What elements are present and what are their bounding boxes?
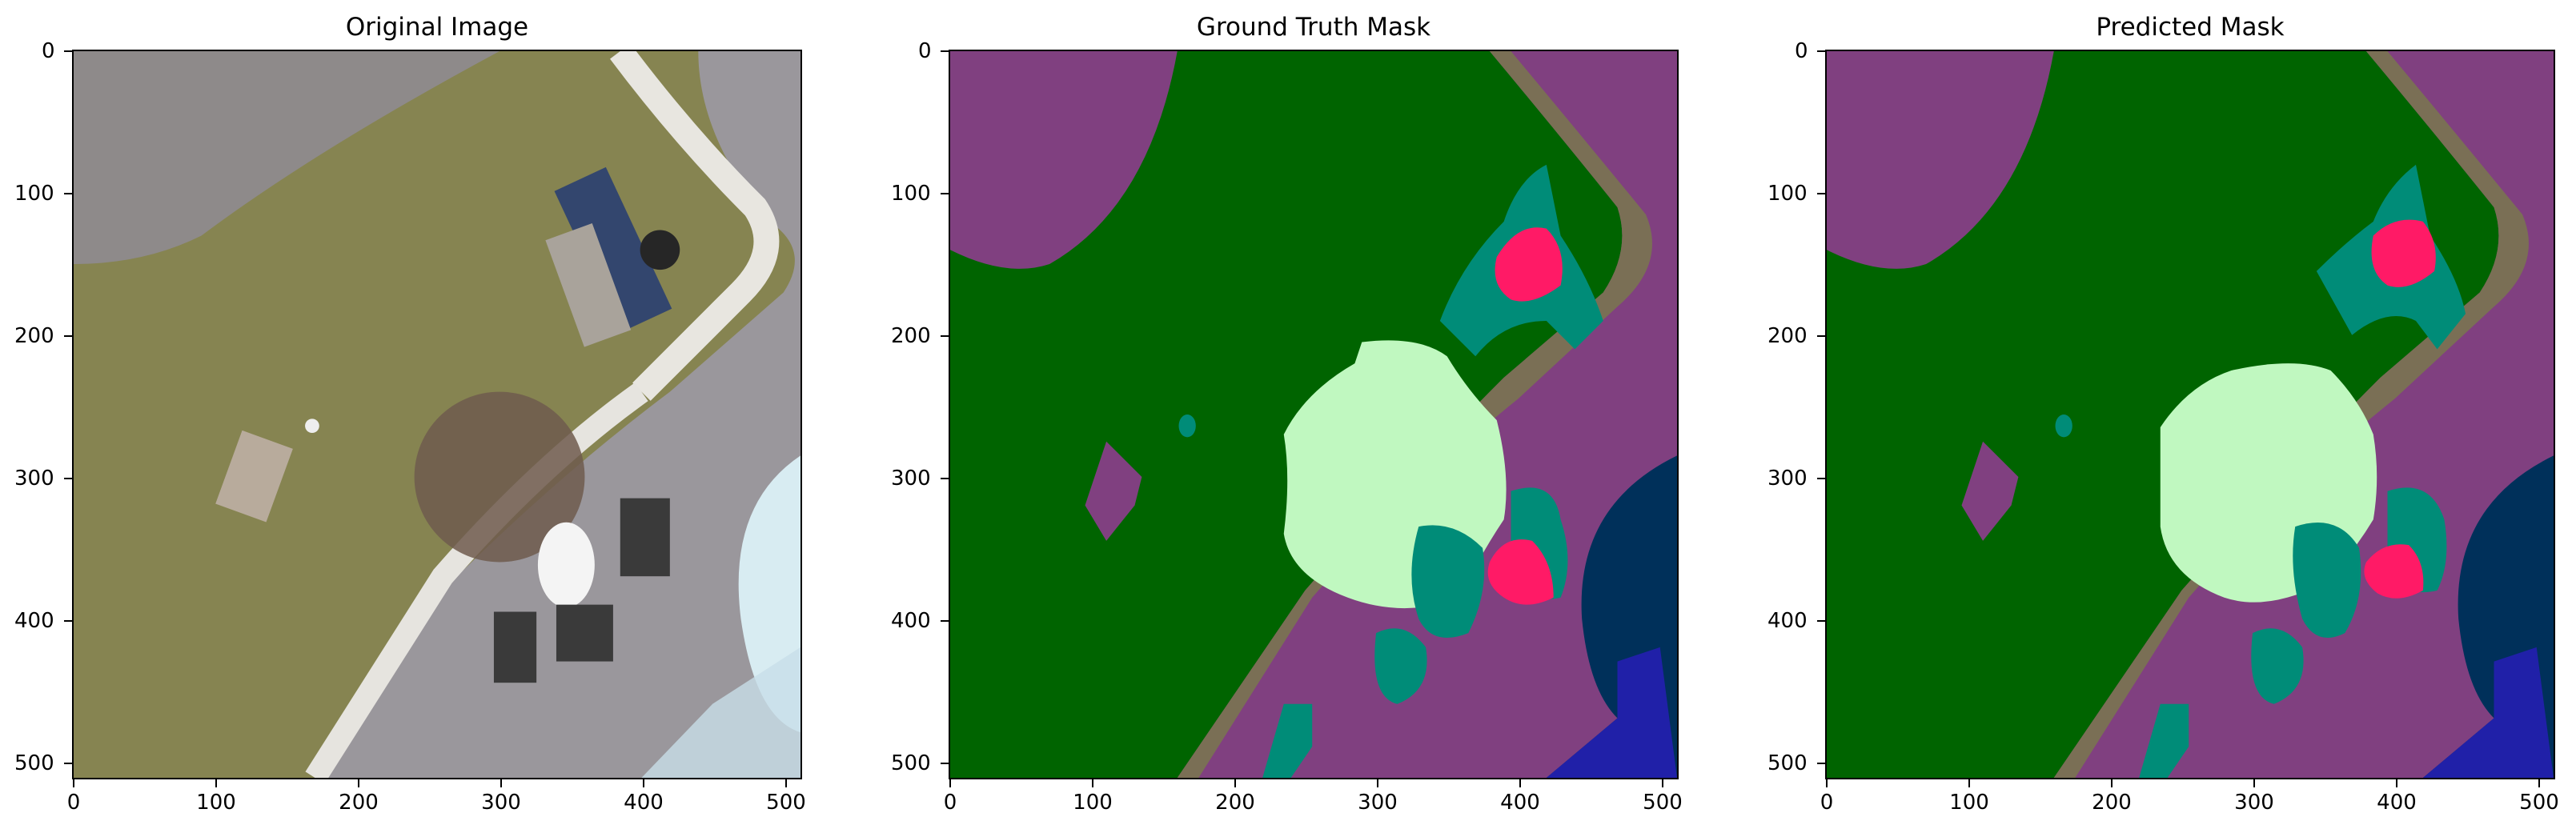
y-tick-label: 200: [14, 324, 54, 348]
y-tick-label: 0: [918, 39, 932, 63]
image-axes: [72, 50, 802, 779]
y-tick-label: 500: [1767, 751, 1808, 775]
x-tick-label: 500: [1643, 791, 1683, 815]
x-tick-label: 100: [196, 791, 236, 815]
mask-axes: [1825, 50, 2555, 779]
x-tick-label: 500: [2519, 791, 2559, 815]
y-tick-label: 300: [1767, 467, 1808, 491]
y-tick-label: 400: [1767, 609, 1808, 633]
y-tick-label: 0: [42, 39, 55, 63]
panel-predicted-mask: Predicted Mask: [1753, 0, 2559, 833]
x-tick-label: 200: [2092, 791, 2132, 815]
x-tick-label: 400: [624, 791, 664, 815]
x-tick-label: 300: [2234, 791, 2274, 815]
y-tick-label: 0: [1795, 39, 1808, 63]
x-tick-label: 100: [1073, 791, 1113, 815]
y-tick-label: 300: [14, 467, 54, 491]
y-tick-label: 200: [891, 324, 931, 348]
y-tick-label: 100: [14, 182, 54, 206]
panel-ground-truth-mask: Ground Truth Mask: [877, 0, 1683, 833]
y-tick-label: 100: [1767, 182, 1808, 206]
y-tick-label: 400: [14, 609, 54, 633]
x-tick-label: 100: [1949, 791, 1989, 815]
y-tick-label: 200: [1767, 324, 1808, 348]
y-tick-label: 400: [891, 609, 931, 633]
panel-title: Ground Truth Mask: [1196, 13, 1431, 42]
mask-axes: [949, 50, 1679, 779]
x-tick-label: 0: [943, 791, 957, 815]
x-tick-label: 400: [2377, 791, 2417, 815]
panel-title: Predicted Mask: [2096, 13, 2285, 42]
x-tick-label: 400: [1500, 791, 1540, 815]
panel-title: Original Image: [345, 13, 529, 42]
aerial-photo: [74, 51, 800, 778]
y-tick-label: 100: [891, 182, 931, 206]
y-tick-label: 300: [891, 467, 931, 491]
x-tick-label: 0: [66, 791, 81, 815]
ground-truth-mask-image: [950, 51, 1677, 778]
x-tick-label: 0: [1820, 791, 1834, 815]
panel-original-image: Original Image: [0, 0, 806, 833]
y-tick-label: 500: [14, 751, 54, 775]
x-tick-label: 300: [481, 791, 521, 815]
x-tick-label: 500: [766, 791, 806, 815]
x-tick-label: 300: [1358, 791, 1398, 815]
predicted-mask-image: [1827, 51, 2554, 778]
x-tick-label: 200: [339, 791, 379, 815]
y-tick-label: 500: [891, 751, 931, 775]
x-tick-label: 200: [1215, 791, 1255, 815]
